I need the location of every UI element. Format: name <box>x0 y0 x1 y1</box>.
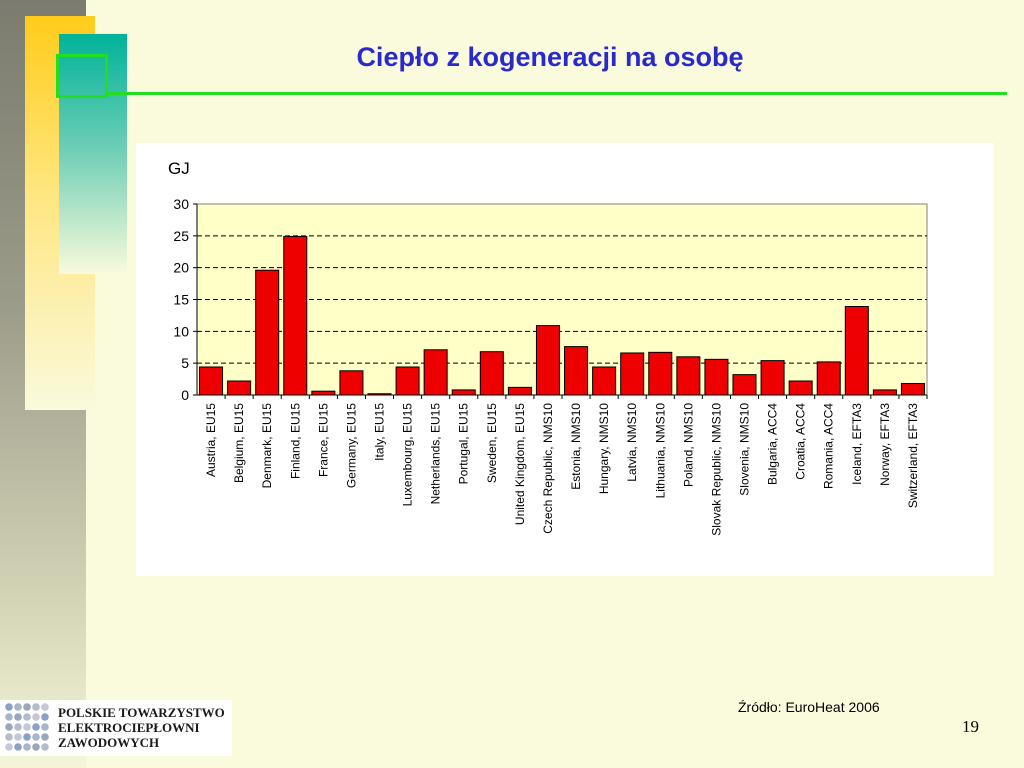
logo-dot <box>41 733 49 741</box>
bar <box>423 349 448 396</box>
x-tick-label: Netherlands, EU15 <box>429 403 443 505</box>
logo-dot <box>14 733 22 741</box>
x-tick-label: Switzerland, EFTA3 <box>906 403 920 508</box>
logo-dot <box>23 723 31 731</box>
logo-dot <box>32 733 40 741</box>
x-tick-label: Bulgaria, ACC4 <box>766 403 780 485</box>
x-tick-label: Czech Republic, NMS10 <box>541 403 555 534</box>
x-tick-label: Latvia, NMS10 <box>625 403 639 482</box>
x-tick-label: Iceland, EFTA3 <box>850 403 864 485</box>
x-tick-label: Slovenia, NMS10 <box>738 403 752 496</box>
logo-line-1: POLSKIE TOWARZYSTWO <box>58 705 225 720</box>
x-tick-label: Hungary, NMS10 <box>597 403 611 494</box>
x-tick-label: Romania, ACC4 <box>822 403 836 489</box>
y-tick-label: 0 <box>181 387 189 403</box>
x-tick-label: Slovak Republic, NMS10 <box>709 403 723 536</box>
logo-dot <box>5 703 13 711</box>
logo-dot <box>23 703 31 711</box>
bar <box>395 366 420 396</box>
logo-line-3: ZAWODOWYCH <box>58 735 160 750</box>
bar <box>311 390 336 396</box>
logo-dot <box>14 713 22 721</box>
bar <box>564 346 589 396</box>
bar <box>788 380 813 396</box>
y-tick-label: 30 <box>173 196 189 212</box>
bar <box>227 380 252 396</box>
x-tick-label: Estonia, NMS10 <box>569 403 583 490</box>
logo-dot <box>23 743 31 751</box>
source-note: Źródło: EuroHeat 2006 <box>738 699 880 715</box>
x-tick-label: Germany, EU15 <box>344 403 358 488</box>
x-tick-label: Sweden, EU15 <box>485 403 499 483</box>
logo-dot <box>32 723 40 731</box>
logo-dot <box>41 723 49 731</box>
y-tick-label: 10 <box>173 323 189 339</box>
bar <box>592 366 617 396</box>
bar <box>507 386 532 396</box>
bar <box>479 351 504 396</box>
logo-dot <box>32 703 40 711</box>
x-tick-label: Italy, EU15 <box>373 403 387 461</box>
y-axis-unit-label: GJ <box>168 159 190 178</box>
bar-chart: 0 5 10 15 20 25 30 Austria, EU15 Belgium, EU15 De… <box>173 196 928 536</box>
title-accent-box <box>56 54 108 98</box>
logo-dot <box>14 743 22 751</box>
x-tick-label: Portugal, EU15 <box>457 403 471 485</box>
slide-title: Ciepło z kogeneracji na osobę <box>356 42 744 72</box>
x-tick-label: France, EU15 <box>316 403 330 477</box>
bar <box>535 325 560 396</box>
bar <box>255 269 280 396</box>
bar <box>844 306 869 396</box>
bar <box>648 351 673 396</box>
x-tick-label: Denmark, EU15 <box>260 403 274 489</box>
logo-dot <box>32 743 40 751</box>
bar <box>872 389 897 396</box>
logo-text: POLSKIE TOWARZYSTWO ELEKTROCIEPŁOWNI ZAW… <box>58 705 225 750</box>
bar <box>704 358 729 396</box>
bar <box>339 370 364 396</box>
bar <box>816 361 841 396</box>
logo-dot <box>41 713 49 721</box>
y-tick-label: 5 <box>181 355 189 371</box>
x-tick-label: Finland, EU15 <box>288 403 302 479</box>
logo-dot <box>5 743 13 751</box>
bar <box>367 393 392 396</box>
bar <box>900 383 925 396</box>
y-tick-label: 15 <box>173 292 189 308</box>
logo-dots-icon <box>5 703 49 751</box>
x-tick-label: Luxembourg, EU15 <box>401 403 415 507</box>
x-tick-label: Lithuania, NMS10 <box>653 403 667 499</box>
x-tick-label: Norway, EFTA3 <box>878 403 892 486</box>
bar <box>451 389 476 396</box>
bar <box>283 235 308 396</box>
logo-dot <box>23 713 31 721</box>
logo-dot <box>5 723 13 731</box>
x-tick-label: United Kingdom, EU15 <box>513 403 527 525</box>
logo-dot <box>23 733 31 741</box>
bar <box>620 352 645 396</box>
logo-dot <box>5 713 13 721</box>
bar <box>732 374 757 396</box>
logo-dot <box>41 743 49 751</box>
title-underline <box>105 92 1007 95</box>
logo-dot <box>5 733 13 741</box>
x-tick-label: Austria, EU15 <box>204 403 218 477</box>
x-tick-label: Poland, NMS10 <box>681 403 695 487</box>
x-tick-label: Croatia, ACC4 <box>794 403 808 480</box>
page-number: 19 <box>962 717 979 736</box>
bar <box>199 366 224 396</box>
bar <box>760 360 785 396</box>
logo-dot <box>14 703 22 711</box>
logo-dot <box>32 713 40 721</box>
logo-dot <box>41 703 49 711</box>
logo-dot <box>14 723 22 731</box>
logo-line-2: ELEKTROCIEPŁOWNI <box>58 720 200 735</box>
decor-band-teal <box>59 34 127 274</box>
organization-logo: POLSKIE TOWARZYSTWO ELEKTROCIEPŁOWNI ZAW… <box>0 700 232 756</box>
y-tick-label: 25 <box>173 228 189 244</box>
bar <box>676 356 701 396</box>
y-tick-label: 20 <box>173 260 189 276</box>
x-tick-label: Belgium, EU15 <box>232 403 246 483</box>
